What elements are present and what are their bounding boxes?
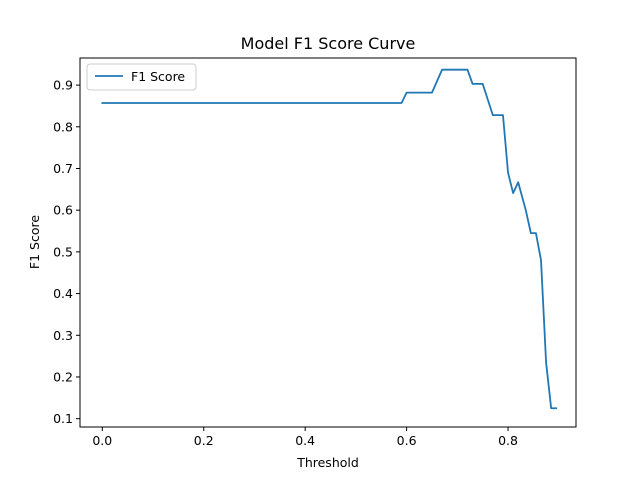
x-tick-label: 0.6 <box>397 433 417 448</box>
x-tick-label: 0.8 <box>498 433 518 448</box>
y-axis-label: F1 Score <box>27 215 42 269</box>
legend-box <box>86 63 197 91</box>
plot-frame <box>79 57 577 428</box>
legend: F1 Score <box>86 63 197 91</box>
y-tick-label: 0.8 <box>53 119 73 134</box>
series-line-0 <box>101 68 558 410</box>
x-axis-label: Threshold <box>296 455 359 470</box>
y-tick-label: 0.9 <box>53 78 73 93</box>
y-tick-label: 0.2 <box>53 369 73 384</box>
y-tick-label: 0.1 <box>53 411 73 426</box>
y-tick-label: 0.5 <box>53 244 73 259</box>
chart-title: Model F1 Score Curve <box>241 34 416 53</box>
plot-area <box>101 68 558 410</box>
y-tick-label: 0.7 <box>53 161 73 176</box>
x-tick-label: 0.0 <box>92 433 112 448</box>
y-tick-label: 0.4 <box>53 286 73 301</box>
x-tick-label: 0.2 <box>194 433 214 448</box>
legend-label: F1 Score <box>131 69 185 84</box>
y-tick-label: 0.6 <box>53 203 73 218</box>
x-tick-label: 0.4 <box>295 433 315 448</box>
y-tick-label: 0.3 <box>53 328 73 343</box>
